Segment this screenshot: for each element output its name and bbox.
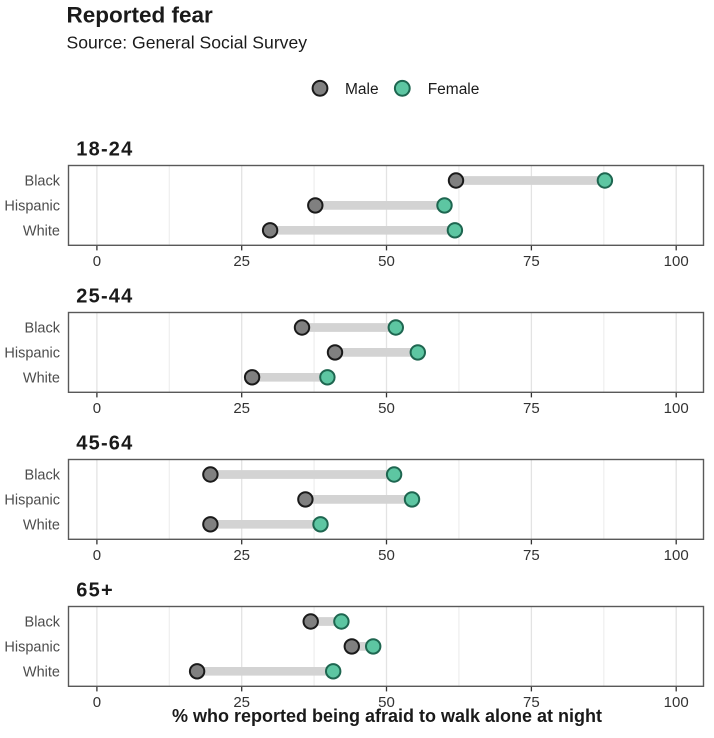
svg-text:100: 100 <box>664 400 689 417</box>
svg-text:White: White <box>23 518 60 534</box>
svg-text:75: 75 <box>523 694 540 711</box>
svg-text:% who reported being afraid to: % who reported being afraid to walk alon… <box>172 706 602 726</box>
svg-text:100: 100 <box>664 694 689 711</box>
svg-text:Hispanic: Hispanic <box>4 199 60 215</box>
svg-text:65+: 65+ <box>76 579 114 601</box>
svg-text:Black: Black <box>25 615 61 631</box>
svg-text:0: 0 <box>93 547 101 564</box>
svg-text:75: 75 <box>523 253 540 270</box>
svg-text:25: 25 <box>233 694 250 711</box>
svg-text:25-44: 25-44 <box>76 285 133 307</box>
svg-text:Hispanic: Hispanic <box>4 346 60 362</box>
svg-text:White: White <box>23 224 60 240</box>
svg-text:50: 50 <box>378 400 395 417</box>
svg-text:Black: Black <box>25 174 61 190</box>
svg-text:White: White <box>23 665 60 681</box>
svg-text:Black: Black <box>25 321 61 337</box>
svg-text:Male: Male <box>345 81 379 98</box>
svg-text:75: 75 <box>523 547 540 564</box>
svg-text:100: 100 <box>664 253 689 270</box>
svg-text:Reported fear: Reported fear <box>67 2 214 27</box>
svg-text:18-24: 18-24 <box>76 138 133 160</box>
svg-text:100: 100 <box>664 547 689 564</box>
svg-text:Source: General Social Survey: Source: General Social Survey <box>67 33 308 53</box>
svg-text:25: 25 <box>233 400 250 417</box>
svg-text:50: 50 <box>378 547 395 564</box>
svg-text:Hispanic: Hispanic <box>4 493 60 509</box>
svg-text:50: 50 <box>378 253 395 270</box>
svg-text:0: 0 <box>93 400 101 417</box>
svg-text:0: 0 <box>93 694 101 711</box>
svg-text:Hispanic: Hispanic <box>4 640 60 656</box>
svg-text:0: 0 <box>93 253 101 270</box>
svg-text:Black: Black <box>25 468 61 484</box>
svg-text:Female: Female <box>428 81 480 98</box>
svg-text:75: 75 <box>523 400 540 417</box>
svg-text:50: 50 <box>378 694 395 711</box>
svg-text:45-64: 45-64 <box>76 432 133 454</box>
svg-text:White: White <box>23 371 60 387</box>
svg-text:25: 25 <box>233 253 250 270</box>
svg-text:25: 25 <box>233 547 250 564</box>
